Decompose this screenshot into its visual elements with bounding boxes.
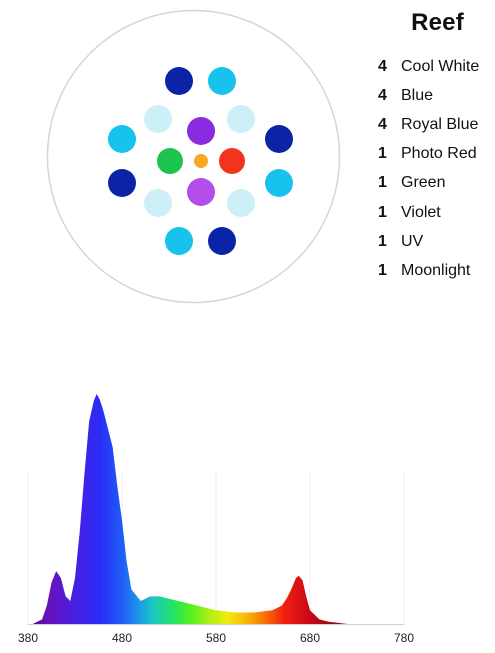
led-moonlight — [194, 154, 208, 168]
led-cool-white — [144, 189, 172, 217]
legend-count: 1 — [378, 174, 387, 192]
led-blue — [208, 67, 236, 95]
led-cool-white — [227, 105, 255, 133]
channel-legend: 4 Cool White 4 Blue 4 Royal Blue 1 Photo… — [378, 52, 495, 286]
legend-label: Blue — [401, 86, 434, 104]
legend-label: Moonlight — [401, 261, 471, 279]
legend-item-cool-white: 4 Cool White — [378, 52, 495, 81]
legend-label: Violet — [401, 203, 441, 221]
legend-item-photo-red: 1 Photo Red — [378, 140, 495, 169]
led-royal-blue — [108, 169, 136, 197]
led-royal-blue — [265, 125, 293, 153]
led-blue — [108, 125, 136, 153]
legend-label: Cool White — [401, 57, 480, 75]
led-blue — [165, 227, 193, 255]
legend-item-green: 1 Green — [378, 169, 495, 198]
x-axis-ticks: 380 480 580 680 780 — [18, 631, 414, 645]
legend-item-moonlight: 1 Moonlight — [378, 256, 495, 285]
led-violet — [187, 117, 215, 145]
led-pod-diagram — [46, 9, 341, 304]
led-photo-red — [219, 148, 245, 174]
x-tick-label: 780 — [394, 631, 414, 645]
legend-count: 4 — [378, 115, 387, 133]
led-cool-white — [144, 105, 172, 133]
spectrum-area — [32, 394, 404, 624]
legend-label: UV — [401, 232, 424, 250]
legend-item-uv: 1 UV — [378, 227, 495, 256]
legend-count: 1 — [378, 261, 387, 279]
x-tick-label: 580 — [206, 631, 226, 645]
led-royal-blue — [208, 227, 236, 255]
spectrum-chart: 380 480 580 680 780 — [18, 394, 414, 645]
x-tick-label: 380 — [18, 631, 38, 645]
x-tick-label: 480 — [112, 631, 132, 645]
led-cool-white — [227, 189, 255, 217]
legend-count: 1 — [378, 232, 387, 250]
legend-count: 1 — [378, 145, 387, 163]
legend-label: Royal Blue — [401, 115, 479, 133]
led-green — [157, 148, 183, 174]
legend-count: 4 — [378, 86, 387, 104]
fixture-title: Reef — [411, 9, 464, 36]
legend-count: 1 — [378, 203, 387, 221]
legend-count: 4 — [378, 57, 387, 75]
led-royal-blue — [165, 67, 193, 95]
led-array — [108, 67, 293, 255]
pod-outline — [46, 9, 341, 304]
x-tick-label: 680 — [300, 631, 320, 645]
legend-item-blue: 4 Blue — [378, 81, 495, 110]
legend-item-royal-blue: 4 Royal Blue — [378, 110, 495, 139]
legend-item-violet: 1 Violet — [378, 198, 495, 227]
led-uv — [187, 178, 215, 206]
led-blue — [265, 169, 293, 197]
legend-label: Green — [401, 174, 446, 192]
legend-label: Photo Red — [401, 145, 477, 163]
